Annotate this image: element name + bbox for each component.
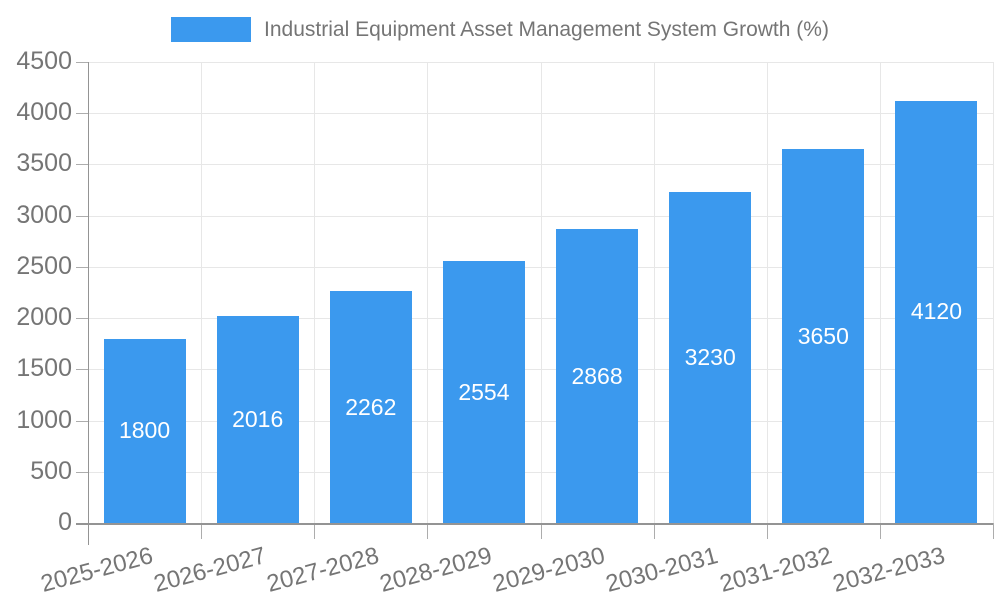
y-axis-tick (76, 266, 88, 268)
y-axis-tick (76, 420, 88, 422)
vertical-gridline (879, 62, 881, 523)
vertical-gridline (201, 62, 203, 523)
legend-swatch (171, 17, 252, 42)
bar: 2262 (329, 291, 412, 523)
bar-value-label: 3650 (797, 322, 849, 349)
x-axis-tick (653, 523, 655, 539)
legend-label: Industrial Equipment Asset Management Sy… (264, 17, 829, 41)
x-axis-tick (427, 523, 429, 539)
x-axis-label: 2032-2033 (829, 542, 948, 598)
bar-value-label: 1800 (118, 417, 171, 444)
x-axis-tick (201, 523, 203, 539)
x-axis-tick (879, 523, 881, 539)
bar: 2554 (442, 261, 525, 523)
bar-value-label: 4120 (910, 298, 963, 325)
bar-value-label: 2016 (232, 406, 284, 433)
vertical-gridline (314, 62, 316, 523)
y-axis-label: 500 (30, 456, 72, 485)
y-axis-label: 4000 (16, 98, 72, 127)
bar: 4120 (895, 100, 978, 523)
x-axis-label: 2025-2026 (37, 542, 156, 598)
x-axis-line (76, 523, 993, 525)
chart-legend[interactable]: Industrial Equipment Asset Management Sy… (0, 17, 1000, 42)
x-axis-label: 2030-2031 (603, 542, 722, 598)
y-axis-tick (76, 113, 88, 115)
bar: 3650 (782, 149, 865, 523)
y-axis-label: 1000 (16, 405, 72, 434)
bar-value-label: 2868 (571, 362, 623, 389)
y-axis-label: 3500 (16, 149, 72, 178)
y-axis-line (88, 62, 89, 545)
y-axis-label: 4500 (16, 46, 72, 75)
vertical-gridline (427, 62, 429, 523)
y-axis-label: 2500 (16, 251, 72, 280)
bar-value-label: 2554 (458, 378, 510, 405)
y-axis-tick (76, 318, 88, 320)
x-axis-tick (314, 523, 316, 539)
y-axis-label: 3000 (16, 200, 72, 229)
y-axis-label: 0 (58, 507, 72, 536)
bar-value-label: 3230 (684, 344, 736, 371)
y-axis-tick (76, 215, 88, 217)
vertical-gridline (540, 62, 542, 523)
x-axis-tick (993, 523, 994, 539)
y-axis-label: 2000 (16, 303, 72, 332)
x-axis-label: 2031-2032 (716, 542, 835, 598)
bar: 2868 (556, 229, 639, 523)
y-axis-tick (76, 164, 88, 166)
y-axis-tick (76, 471, 88, 473)
y-axis-tick (76, 62, 88, 63)
bar: 2016 (216, 316, 299, 523)
x-axis-label: 2028-2029 (377, 542, 495, 598)
x-axis-label: 2026-2027 (150, 542, 269, 598)
x-axis-label: 2027-2028 (263, 542, 382, 598)
x-axis-tick (540, 523, 542, 539)
vertical-gridline (653, 62, 655, 523)
x-axis-tick (766, 523, 768, 539)
bar-value-label: 2262 (345, 393, 397, 420)
bar: 1800 (103, 338, 186, 523)
vertical-gridline (766, 62, 768, 523)
bar: 3230 (669, 192, 752, 523)
y-axis-tick (76, 369, 88, 371)
x-axis-label: 2029-2030 (490, 542, 609, 598)
vertical-gridline (993, 62, 994, 523)
y-axis-label: 1500 (16, 354, 72, 383)
